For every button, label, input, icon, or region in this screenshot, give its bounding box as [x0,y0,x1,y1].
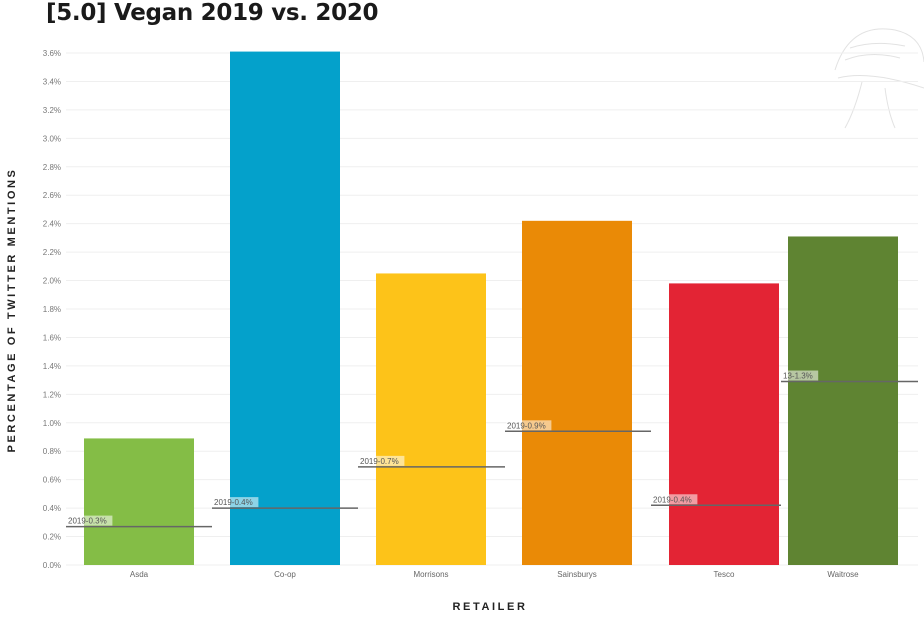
reference-label: 2019-0.9% [507,421,546,430]
y-tick-label: 2.2% [43,248,61,257]
reference-label-bg [782,370,819,381]
reference-lines-2019: 2019-0.3% 2019-0.4% 2019-0.7% 2019-0.9% 2019… [66,370,918,528]
y-tick-label: 2.8% [43,163,61,172]
x-tick-label: Morrisons [413,570,448,579]
y-tick-label: 0.2% [43,533,61,542]
y-tick-label: 3.6% [43,49,61,58]
x-tick-label: Sainsburys [557,570,597,579]
x-axis-ticks: Asda Co-op Morrisons Sainsburys Tesco Waitros… [130,570,859,579]
bar-waitrose [788,236,898,565]
y-tick-label: 0.6% [43,476,61,485]
bar-asda [84,438,194,565]
reference-label-bg [213,497,259,508]
y-tick-label: 0.4% [43,504,61,513]
x-tick-label: Asda [130,570,149,579]
reference-label: 2019-0.4% [653,495,692,504]
bar-sainsburys [522,220,632,566]
y-tick-label: 3.4% [43,77,61,86]
y-tick-label: 2.4% [43,220,61,229]
reference-label: 2019-0.3% [68,517,107,526]
y-tick-label: 1.0% [43,419,61,428]
y-tick-label: 0.8% [43,447,61,456]
y-tick-label: 1.8% [43,305,61,314]
x-tick-label: Waitrose [827,570,859,579]
y-tick-label: 2.0% [43,277,61,286]
x-axis-label: RETAILER [453,601,528,613]
y-axis-ticks: 0.0% 0.2% 0.4% 0.6% 0.8% 1.0% 1.2% 1.4% 1.6% 1.8%… [43,49,61,570]
y-tick-label: 1.6% [43,333,61,342]
bars [84,51,898,566]
reference-label-bg [652,494,698,505]
x-tick-label: Tesco [714,570,735,579]
y-tick-label: 0.0% [43,561,61,570]
reference-label: 2019-0.4% [214,498,253,507]
x-tick-label: Co-op [274,570,296,579]
y-tick-label: 1.4% [43,362,61,371]
bar-morrisons [376,273,486,565]
reference-label-bg [506,420,552,431]
y-axis-label: PERCENTAGE OF TWITTER MENTIONS [6,168,18,453]
reference-label: 2019-0.7% [360,457,399,466]
reference-label: 13-1.3% [783,372,813,381]
mushroom-illustration-icon [834,28,924,129]
y-tick-label: 3.0% [43,134,61,143]
y-tick-label: 1.2% [43,390,61,399]
bar-tesco [669,283,779,565]
reference-label-bg [359,455,405,466]
chart-title: [5.0] Vegan 2019 vs. 2020 [46,0,379,26]
y-tick-label: 3.2% [43,106,61,115]
bar-co-op [230,51,340,566]
y-tick-label: 2.6% [43,191,61,200]
reference-label-bg [67,515,113,526]
